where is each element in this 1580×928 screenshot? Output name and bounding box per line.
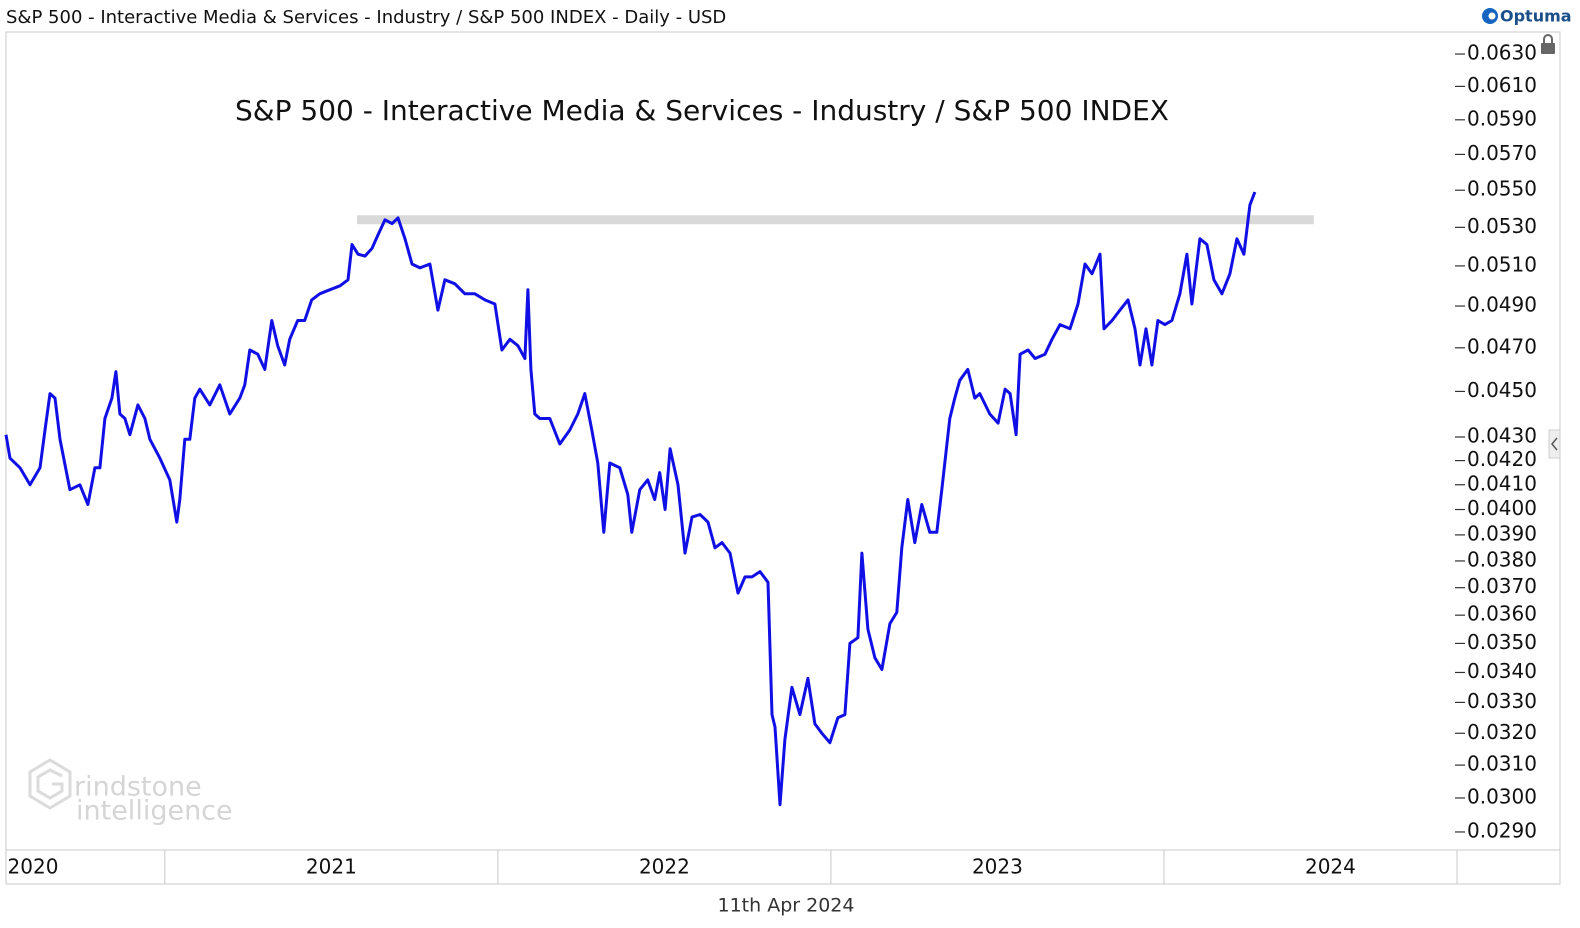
chart-header: S&P 500 - Interactive Media & Services -… xyxy=(6,7,726,28)
y-tick-label: 0.0530 xyxy=(1467,214,1537,238)
y-tick-label: 0.0290 xyxy=(1467,818,1537,842)
x-tick-label: 2022 xyxy=(639,855,690,879)
brand-name: Optuma xyxy=(1500,7,1572,26)
y-tick-label: 0.0550 xyxy=(1467,177,1537,201)
x-tick-label: 2023 xyxy=(972,855,1023,879)
y-tick-label: 0.0610 xyxy=(1467,73,1537,97)
price-line xyxy=(4,191,1257,807)
lock-icon[interactable] xyxy=(1541,34,1555,54)
y-tick-label: 0.0470 xyxy=(1467,334,1537,358)
x-tick-label: 2024 xyxy=(1305,855,1356,879)
y-tick-label: 0.0410 xyxy=(1467,471,1537,495)
y-tick-label: 0.0490 xyxy=(1467,293,1537,317)
y-tick-label: 0.0390 xyxy=(1467,521,1537,545)
watermark-text: intelligence xyxy=(76,796,233,827)
brand-icon-hole xyxy=(1488,12,1496,20)
y-tick-label: 0.0510 xyxy=(1467,252,1537,276)
y-tick-label: 0.0420 xyxy=(1467,447,1537,471)
lock-body xyxy=(1541,43,1555,54)
date-label: 11th Apr 2024 xyxy=(718,895,855,917)
y-tick-label: 0.0590 xyxy=(1467,106,1537,130)
y-tick-label: 0.0430 xyxy=(1467,424,1537,448)
y-tick-label: 0.0300 xyxy=(1467,784,1537,808)
x-tick-label: 2021 xyxy=(306,855,357,879)
watermark-icon xyxy=(28,758,72,810)
collapse-arrow xyxy=(1551,437,1558,451)
watermark-text: rindstone xyxy=(74,772,202,803)
y-tick-label: 0.0450 xyxy=(1467,378,1537,402)
watermark: rindstone intelligence xyxy=(28,758,233,827)
y-tick-label: 0.0330 xyxy=(1467,689,1537,713)
y-tick-label: 0.0630 xyxy=(1467,41,1537,65)
y-tick-label: 0.0340 xyxy=(1467,659,1537,683)
y-tick-label: 0.0320 xyxy=(1467,720,1537,744)
y-tick-label: 0.0360 xyxy=(1467,602,1537,626)
y-tick-label: 0.0370 xyxy=(1467,574,1537,598)
brand-logo: Optuma xyxy=(1482,7,1572,26)
y-tick-label: 0.0380 xyxy=(1467,547,1537,571)
y-tick-label: 0.0350 xyxy=(1467,630,1537,654)
collapse-tab xyxy=(1548,429,1561,459)
lock-shackle xyxy=(1543,34,1553,43)
x-tick-label: 2020 xyxy=(8,855,59,879)
watermark-icon-g xyxy=(36,768,64,800)
y-tick-label: 0.0400 xyxy=(1467,496,1537,520)
y-tick-label: 0.0570 xyxy=(1467,141,1537,165)
y-tick-label: 0.0310 xyxy=(1467,752,1537,776)
chart-title: S&P 500 - Interactive Media & Services -… xyxy=(235,94,1169,127)
collapse-button[interactable] xyxy=(1548,429,1561,459)
